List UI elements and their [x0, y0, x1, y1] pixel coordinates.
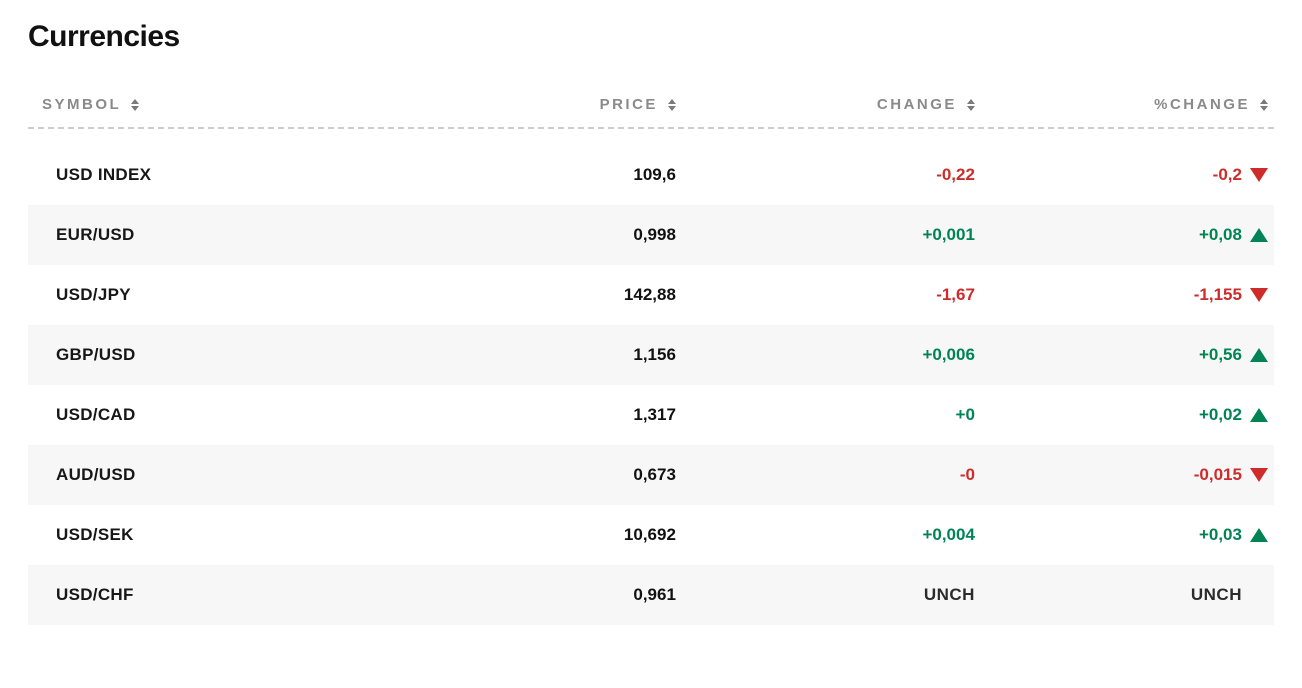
header-change[interactable]: CHANGE	[676, 96, 975, 113]
arrow-down-icon	[1250, 288, 1268, 302]
header-symbol[interactable]: SYMBOL	[28, 96, 427, 113]
cell-symbol: EUR/USD	[28, 225, 427, 245]
cell-change: +0	[676, 405, 975, 425]
currencies-table: SYMBOL PRICE CHANGE %CHANGE USD INDEX109…	[28, 96, 1274, 625]
table-row[interactable]: USD/JPY142,88-1,67 -1,155	[28, 265, 1274, 325]
cell-price: 142,88	[427, 285, 676, 305]
arrow-up-icon	[1250, 228, 1268, 242]
sort-icon[interactable]	[668, 99, 676, 111]
cell-symbol: USD/JPY	[28, 285, 427, 305]
header-pct-change-label: %CHANGE	[1154, 96, 1250, 113]
cell-change: +0,004	[676, 525, 975, 545]
table-row[interactable]: USD/CAD1,317+0 +0,02	[28, 385, 1274, 445]
cell-pct-change: -0,015	[975, 465, 1274, 485]
cell-change: -0,22	[676, 165, 975, 185]
cell-pct-change: -0,2	[975, 165, 1274, 185]
arrow-down-icon	[1250, 468, 1268, 482]
arrow-down-icon	[1250, 168, 1268, 182]
header-price[interactable]: PRICE	[427, 96, 676, 113]
no-change-icon	[1250, 588, 1268, 602]
pct-value: +0,03	[1199, 525, 1242, 545]
cell-change: UNCH	[676, 585, 975, 605]
cell-change: +0,001	[676, 225, 975, 245]
pct-value: UNCH	[1191, 585, 1242, 605]
sort-icon[interactable]	[1260, 99, 1268, 111]
cell-price: 10,692	[427, 525, 676, 545]
pct-value: -1,155	[1194, 285, 1242, 305]
cell-symbol: USD/SEK	[28, 525, 427, 545]
cell-price: 0,998	[427, 225, 676, 245]
arrow-up-icon	[1250, 348, 1268, 362]
table-row[interactable]: USD INDEX109,6-0,22 -0,2	[28, 145, 1274, 205]
pct-value: -0,015	[1194, 465, 1242, 485]
pct-value: +0,02	[1199, 405, 1242, 425]
pct-value: +0,56	[1199, 345, 1242, 365]
sort-icon[interactable]	[967, 99, 975, 111]
cell-pct-change: +0,02	[975, 405, 1274, 425]
table-row[interactable]: USD/SEK10,692+0,004 +0,03	[28, 505, 1274, 565]
cell-pct-change: -1,155	[975, 285, 1274, 305]
cell-price: 0,673	[427, 465, 676, 485]
pct-value: -0,2	[1213, 165, 1242, 185]
cell-symbol: USD INDEX	[28, 165, 427, 185]
table-row[interactable]: GBP/USD1,156+0,006 +0,56	[28, 325, 1274, 385]
cell-symbol: USD/CHF	[28, 585, 427, 605]
table-row[interactable]: USD/CHF0,961UNCHUNCH	[28, 565, 1274, 625]
cell-pct-change: +0,03	[975, 525, 1274, 545]
header-price-label: PRICE	[600, 96, 658, 113]
cell-price: 1,317	[427, 405, 676, 425]
cell-change: -0	[676, 465, 975, 485]
cell-price: 109,6	[427, 165, 676, 185]
arrow-up-icon	[1250, 408, 1268, 422]
cell-price: 0,961	[427, 585, 676, 605]
cell-change: +0,006	[676, 345, 975, 365]
sort-icon[interactable]	[131, 99, 139, 111]
header-symbol-label: SYMBOL	[42, 96, 121, 113]
header-change-label: CHANGE	[877, 96, 957, 113]
cell-pct-change: +0,56	[975, 345, 1274, 365]
arrow-up-icon	[1250, 528, 1268, 542]
table-body: USD INDEX109,6-0,22-0,2EUR/USD0,998+0,00…	[28, 145, 1274, 625]
cell-symbol: GBP/USD	[28, 345, 427, 365]
cell-pct-change: +0,08	[975, 225, 1274, 245]
table-row[interactable]: EUR/USD0,998+0,001 +0,08	[28, 205, 1274, 265]
page-title: Currencies	[28, 20, 1274, 54]
pct-value: +0,08	[1199, 225, 1242, 245]
header-pct-change[interactable]: %CHANGE	[975, 96, 1274, 113]
cell-change: -1,67	[676, 285, 975, 305]
cell-pct-change: UNCH	[975, 585, 1274, 605]
cell-symbol: USD/CAD	[28, 405, 427, 425]
cell-price: 1,156	[427, 345, 676, 365]
table-header-row: SYMBOL PRICE CHANGE %CHANGE	[28, 96, 1274, 129]
table-row[interactable]: AUD/USD0,673-0 -0,015	[28, 445, 1274, 505]
cell-symbol: AUD/USD	[28, 465, 427, 485]
